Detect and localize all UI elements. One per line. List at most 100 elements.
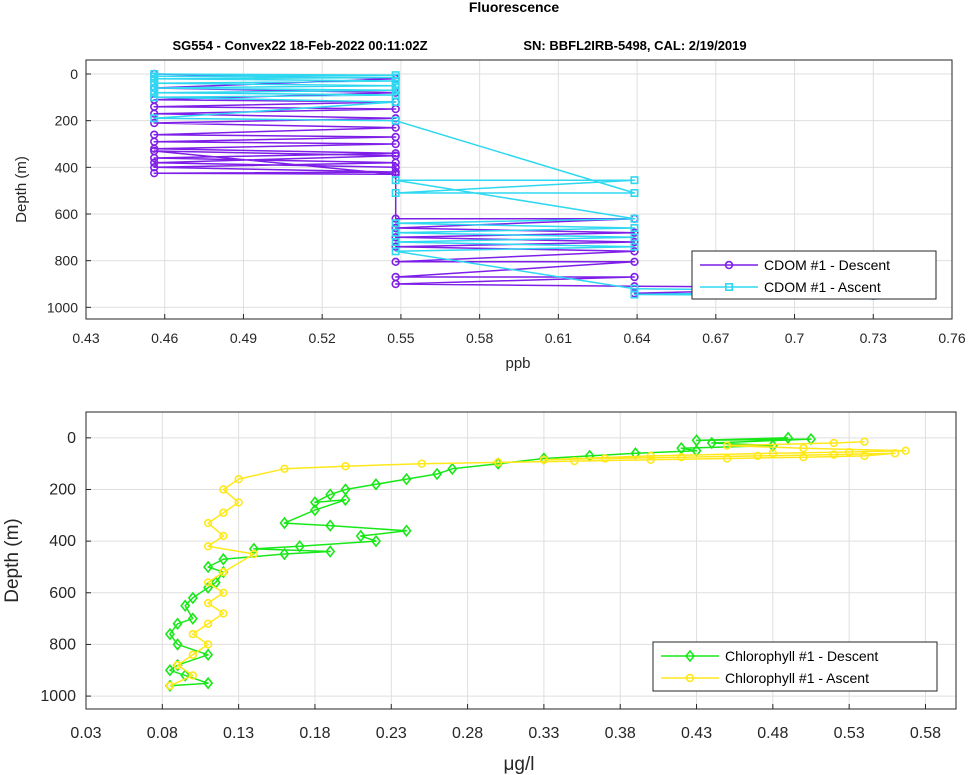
data-point	[188, 629, 198, 639]
data-point	[401, 524, 412, 538]
data-point	[234, 474, 243, 484]
data-point	[203, 578, 213, 587]
data-point	[150, 158, 159, 167]
figure-subtitle-right: SN: BBFL2IRB-5498, CAL: 2/19/2019	[523, 38, 746, 53]
data-point	[391, 86, 400, 95]
data-point	[432, 467, 443, 481]
y-tick-label: 400	[49, 533, 76, 550]
data-point	[391, 279, 400, 289]
data-point	[391, 228, 400, 237]
x-axis-label: ppb	[505, 355, 530, 372]
data-point	[890, 449, 900, 458]
chlorophyll-chart: 0.03 0.08 0.13 0.18 0.23 0.28 0.33 0.38 0.43 0.48…	[2, 411, 957, 775]
data-point	[150, 84, 159, 93]
x-tick-label: 0.58	[910, 725, 941, 742]
data-point	[901, 446, 910, 455]
data-point	[691, 444, 702, 458]
x-tick-label: 0.28	[452, 725, 483, 742]
series-line	[153, 73, 875, 297]
x-tick-label: 0.03	[70, 725, 101, 742]
data-point	[391, 257, 400, 267]
x-tick-label: 0.52	[309, 330, 336, 346]
series-line	[169, 437, 812, 687]
x-tick-label: 0.43	[72, 330, 99, 346]
y-tick-label: 600	[49, 585, 76, 602]
data-point	[753, 451, 762, 461]
data-point	[203, 676, 214, 690]
data-point	[188, 671, 198, 680]
y-tick-label: 1000	[47, 299, 78, 315]
legend-marker	[684, 649, 696, 663]
x-tick-label: 0.49	[230, 330, 257, 346]
x-axis-label: μg/l	[503, 754, 534, 775]
legend-marker	[724, 282, 733, 291]
x-tick-label: 0.08	[147, 725, 178, 742]
axes-box	[85, 59, 953, 320]
data-point	[493, 458, 503, 467]
y-tick-label: 400	[55, 159, 79, 175]
data-point	[783, 431, 794, 445]
data-point	[325, 488, 336, 501]
data-point	[630, 242, 639, 251]
y-tick-label: 200	[55, 113, 79, 129]
legend-box	[691, 250, 937, 300]
y-tick-label: 200	[49, 481, 76, 498]
data-point	[391, 71, 400, 80]
data-point	[150, 163, 159, 172]
data-point	[630, 176, 639, 185]
data-point	[447, 462, 458, 476]
x-tick-label: 0.53	[834, 725, 865, 742]
data-point	[722, 441, 732, 450]
x-tick-label: 0.73	[860, 330, 887, 346]
data-point	[570, 456, 579, 466]
x-tick-label: 0.67	[702, 330, 729, 346]
data-point	[722, 454, 732, 463]
grid	[85, 412, 956, 709]
figure-title: Fluorescence	[469, 0, 559, 15]
data-point	[173, 660, 182, 670]
data-point	[164, 663, 175, 677]
data-point	[630, 272, 639, 282]
data-point	[219, 609, 228, 618]
data-point	[630, 247, 639, 256]
data-point	[309, 503, 320, 517]
data-point	[391, 247, 400, 256]
data-point	[203, 598, 213, 608]
data-point	[768, 449, 778, 458]
legend-marker	[685, 673, 695, 683]
legend-marker	[724, 260, 734, 270]
data-point	[829, 450, 839, 459]
x-tick-label: 0.64	[623, 330, 650, 346]
legend-label: Chlorophyll #1 - Descent	[725, 648, 878, 664]
data-point	[150, 93, 159, 102]
data-point	[630, 214, 639, 223]
data-point	[355, 529, 366, 543]
data-point	[180, 599, 191, 612]
data-point	[630, 284, 639, 293]
x-tick-label: 0.43	[681, 725, 712, 742]
data-point	[325, 519, 336, 532]
cdom-chart: 0.43 0.46 0.49 0.52 0.55 0.58 0.61 0.64 0.67 0.7 0…	[13, 59, 966, 372]
x-tick-label: 0.46	[151, 330, 178, 346]
data-point	[279, 547, 290, 561]
x-tick-label: 0.23	[376, 725, 407, 742]
data-point	[325, 545, 336, 558]
data-point	[370, 478, 382, 491]
data-point	[646, 451, 655, 461]
data-point	[150, 114, 159, 123]
data-point	[391, 163, 400, 172]
data-point	[391, 242, 400, 251]
data-point	[391, 116, 400, 125]
data-point	[391, 189, 400, 198]
data-point	[630, 257, 639, 267]
data-point	[417, 459, 426, 468]
data-point	[706, 436, 717, 450]
data-point	[391, 219, 400, 228]
data-point	[219, 531, 228, 541]
legend-label: CDOM #1 - Descent	[764, 257, 890, 273]
data-point	[150, 109, 159, 118]
data-point	[203, 560, 214, 574]
x-tick-label: 0.13	[223, 725, 254, 742]
data-point	[180, 669, 191, 682]
